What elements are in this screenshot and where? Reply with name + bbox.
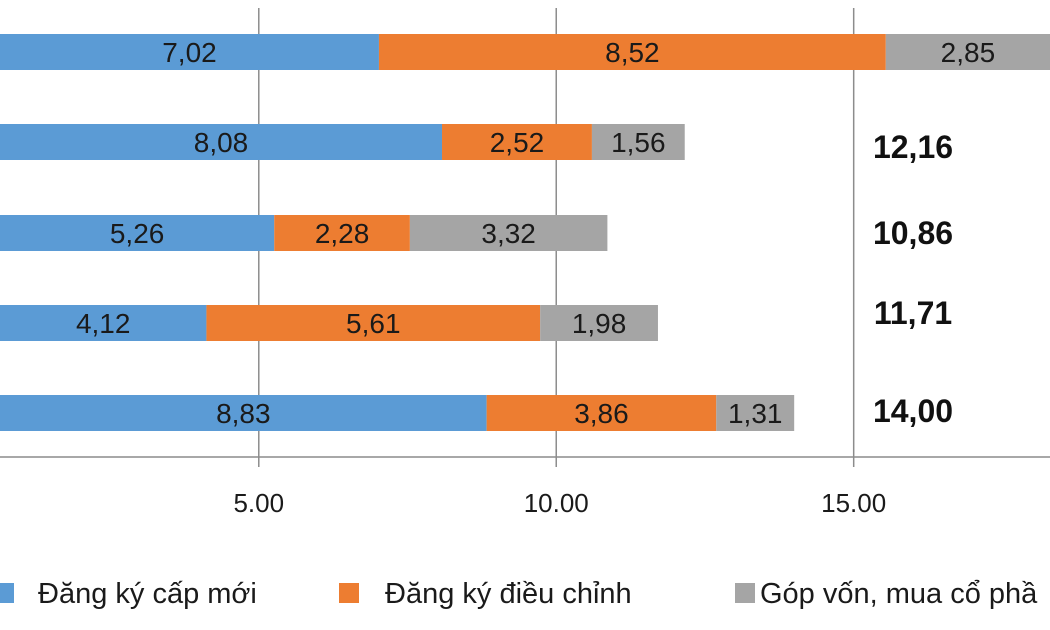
legend-label-1: Đăng ký điều chỉnh [385,578,632,610]
bar-segment-3-0 [0,305,207,341]
bar-segment-4-0 [0,395,487,431]
bar-segment-1-1 [442,124,592,160]
total-label-4: 14,00 [873,393,953,429]
bar-segment-0-2 [885,34,1050,70]
bar-segment-3-1 [206,305,541,341]
total-label-2: 10,86 [873,215,953,251]
x-tick-label-0: 5.00 [233,488,284,518]
total-label-3: 11,71 [874,295,952,331]
data-label-3-1: 5,61 [346,308,401,339]
x-axis: 5.00 10.00 15.00 [0,456,1050,518]
legend-label-0: Đăng ký cấp mới [38,578,257,610]
data-label-2-1: 2,28 [315,218,370,249]
x-tick-label-2: 15.00 [821,488,886,518]
data-label-0-1: 8,52 [605,37,660,68]
data-label-2-2: 3,32 [481,218,536,249]
data-label-1-1: 2,52 [490,127,545,158]
total-labels: 12,16 10,86 11,71 14,00 [873,129,953,429]
data-label-3-0: 4,12 [76,308,131,339]
bar-segment-0-0 [0,34,379,70]
bars [0,34,1050,431]
data-label-3-2: 1,98 [572,308,627,339]
data-label-4-2: 1,31 [728,398,783,429]
legend-swatch-0 [0,583,14,603]
data-label-0-0: 7,02 [162,37,217,68]
bar-segment-3-2 [540,305,658,341]
bar-segment-1-0 [0,124,443,160]
data-label-0-2: 2,85 [941,37,996,68]
data-label-1-2: 1,56 [611,127,666,158]
bar-segment-2-1 [274,215,410,251]
legend: Đăng ký cấp mới Đăng ký điều chỉnh Góp vốn… [0,578,1038,610]
bar-segment-4-1 [486,395,717,431]
data-label-2-0: 5,26 [110,218,165,249]
legend-swatch-2 [735,583,755,603]
bar-segment-0-1 [378,34,886,70]
legend-label-2: Góp vốn, mua cổ phầ [760,578,1038,610]
bar-segment-2-0 [0,215,275,251]
legend-swatch-1 [339,583,359,603]
data-label-1-0: 8,08 [194,127,249,158]
bar-segment-4-2 [716,395,795,431]
data-label-4-0: 8,83 [216,398,271,429]
bar-segment-2-2 [409,215,608,251]
x-tick-label-1: 10.00 [524,488,589,518]
data-labels: 7,02 8,52 2,85 8,08 2,52 1,56 5,26 2,28 3,32 4,12… [76,37,995,429]
bar-segment-1-2 [591,124,685,160]
data-label-4-1: 3,86 [574,398,629,429]
total-label-1: 12,16 [873,129,953,165]
